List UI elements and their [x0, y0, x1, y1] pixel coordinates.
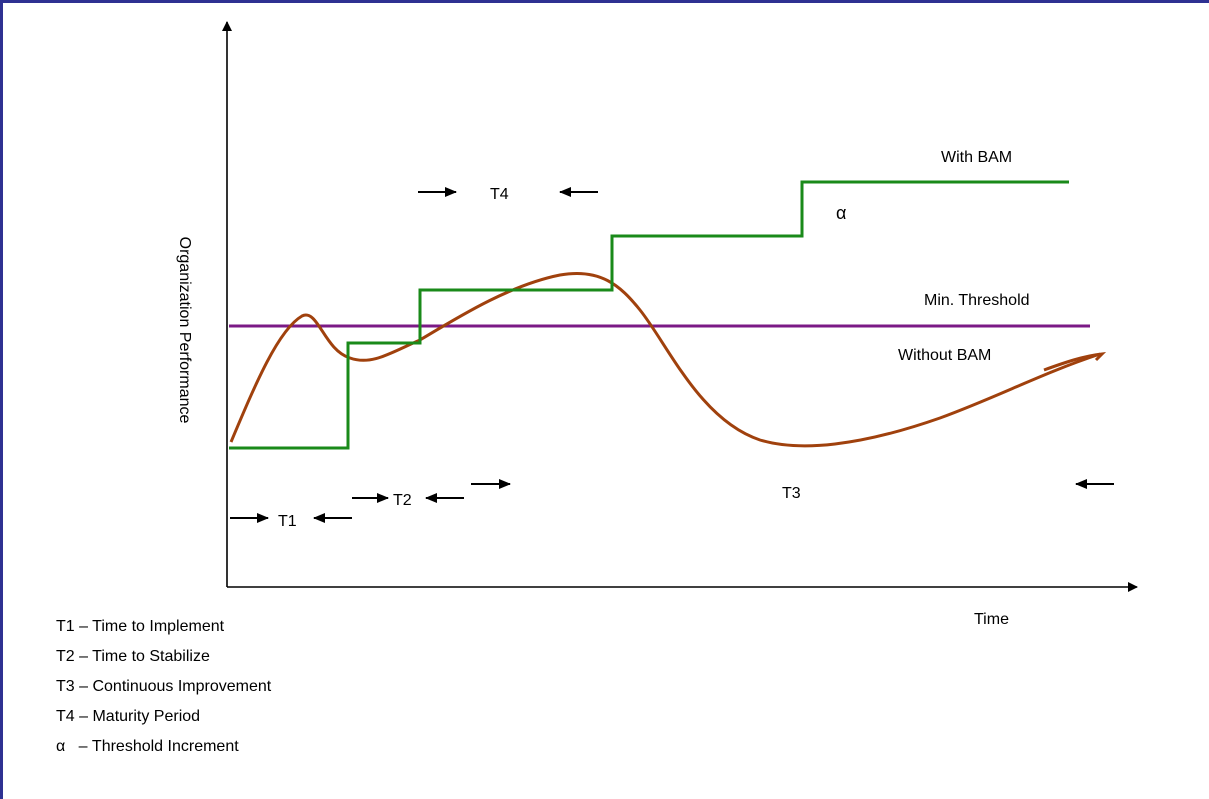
- frame-border-top: [0, 0, 1209, 3]
- legend-item-t2: T2 – Time to Stabilize: [56, 648, 210, 665]
- with-bam-step-line: [229, 180, 1069, 450]
- alpha-label: α: [836, 203, 846, 223]
- with-bam-label: With BAM: [941, 149, 1012, 166]
- legend-item-t1: T1 – Time to Implement: [56, 618, 225, 635]
- legend-list: T1 – Time to Implement T2 – Time to Stab…: [56, 612, 271, 762]
- t1-label: T1: [278, 513, 297, 530]
- without-bam-curve-tip: [1043, 352, 1107, 372]
- frame-border-left: [0, 0, 3, 799]
- t4-label: T4: [490, 186, 509, 203]
- without-bam-label: Without BAM: [898, 347, 991, 364]
- without-bam-curve: [229, 272, 1101, 448]
- legend-item-t3: T3 – Continuous Improvement: [56, 678, 272, 695]
- min-threshold-label: Min. Threshold: [924, 292, 1030, 309]
- t3-label: T3: [782, 485, 801, 502]
- legend-item-alpha: α – Threshold Increment: [56, 738, 239, 755]
- x-axis-label: Time: [974, 611, 1009, 628]
- t2-label: T2: [393, 492, 412, 509]
- legend-item-t4: T4 – Maturity Period: [56, 708, 201, 725]
- y-axis-label: Organization Performance: [176, 237, 193, 424]
